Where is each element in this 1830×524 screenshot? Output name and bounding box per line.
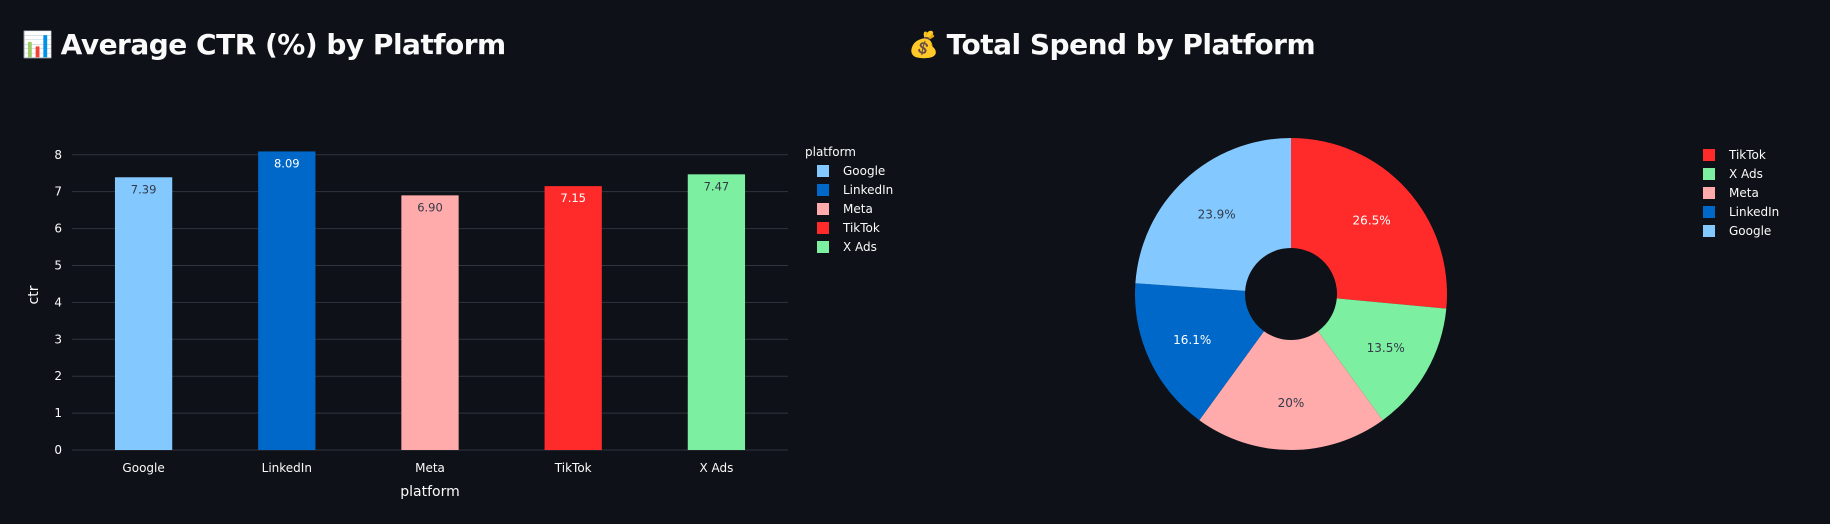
legend-entry-meta: Meta: [843, 202, 873, 216]
pie-chart-title-text: Total Spend by Platform: [946, 28, 1316, 61]
y-axis-label: ctr: [26, 285, 42, 304]
bar-value-label: 8.09: [274, 156, 300, 170]
y-tick-label: 3: [54, 332, 62, 346]
slice-tiktok: [1291, 138, 1447, 309]
slice-label: 16.1%: [1173, 333, 1211, 347]
x-tick-label: TikTok: [554, 461, 592, 475]
legend-entry-google: Google: [843, 164, 885, 178]
x-tick-label: LinkedIn: [262, 461, 312, 475]
pie-chart-title: 💰 Total Spend by Platform: [908, 28, 1316, 61]
bar-google: [114, 177, 173, 450]
bar-value-label: 7.47: [704, 179, 730, 193]
legend-swatch: [817, 203, 829, 215]
slice-label: 13.5%: [1367, 341, 1405, 355]
slice-google: [1135, 138, 1291, 291]
legend-title: platform: [805, 145, 856, 159]
y-tick-label: 6: [54, 222, 62, 236]
x-tick-label: X Ads: [699, 461, 733, 475]
y-tick-label: 8: [54, 148, 62, 162]
legend-swatch: [1703, 149, 1715, 161]
x-axis-label: platform: [400, 484, 460, 500]
legend-swatch: [1703, 206, 1715, 218]
legend-entry-linkedin: LinkedIn: [843, 183, 893, 197]
legend-entry-x-ads: X Ads: [1729, 167, 1763, 181]
slice-linkedin: [1135, 283, 1264, 421]
bar-meta: [401, 195, 459, 450]
legend-swatch: [817, 184, 829, 196]
slice-label: 26.5%: [1353, 214, 1391, 228]
bar-chart: 0 1 2 3 4 5 6 7 8 7.39 Google 8.09 LinkedIn 6.90 Meta 7…: [26, 145, 893, 500]
legend-entry-google: Google: [1729, 224, 1771, 238]
money-bag-icon: 💰: [908, 29, 939, 59]
y-tick-label: 1: [54, 406, 62, 420]
legend-swatch: [817, 241, 829, 253]
bar-x-ads: [687, 174, 746, 451]
y-tick-label: 2: [54, 369, 62, 383]
bar-linkedin: [258, 151, 316, 450]
slice-label: 23.9%: [1198, 207, 1236, 221]
legend-entry-tiktok: TikTok: [1728, 148, 1766, 162]
bar-chart-title: 📊 Average CTR (%) by Platform: [22, 28, 506, 61]
slice-x-ads: [1318, 298, 1447, 421]
bar-tiktok: [544, 186, 602, 450]
y-tick-label: 4: [54, 295, 62, 309]
bar-value-label: 7.39: [131, 182, 157, 196]
legend-swatch: [1703, 225, 1715, 237]
legend-swatch: [1703, 187, 1715, 199]
slice-label: 20%: [1278, 396, 1305, 410]
bar-value-label: 7.15: [560, 191, 586, 205]
y-tick-label: 5: [54, 258, 62, 272]
slice-meta: [1199, 331, 1383, 451]
legend-entry-meta: Meta: [1729, 186, 1759, 200]
legend-swatch: [817, 165, 829, 177]
legend-swatch: [1703, 168, 1715, 180]
legend-entry-x-ads: X Ads: [843, 240, 877, 254]
bar-chart-icon: 📊: [22, 29, 53, 59]
bar-value-label: 6.90: [417, 200, 443, 214]
legend-entry-tiktok: TikTok: [842, 221, 880, 235]
x-tick-label: Meta: [415, 461, 445, 475]
donut-chart: 26.5% 13.5% 20% 16.1% 23.9% TikTok X Ads Meta Li…: [1135, 138, 1779, 451]
legend-entry-linkedin: LinkedIn: [1729, 205, 1779, 219]
legend-swatch: [817, 222, 829, 234]
bar-chart-title-text: Average CTR (%) by Platform: [60, 28, 507, 61]
x-tick-label: Google: [122, 461, 164, 475]
y-tick-label: 7: [54, 185, 62, 199]
y-tick-label: 0: [54, 443, 62, 457]
